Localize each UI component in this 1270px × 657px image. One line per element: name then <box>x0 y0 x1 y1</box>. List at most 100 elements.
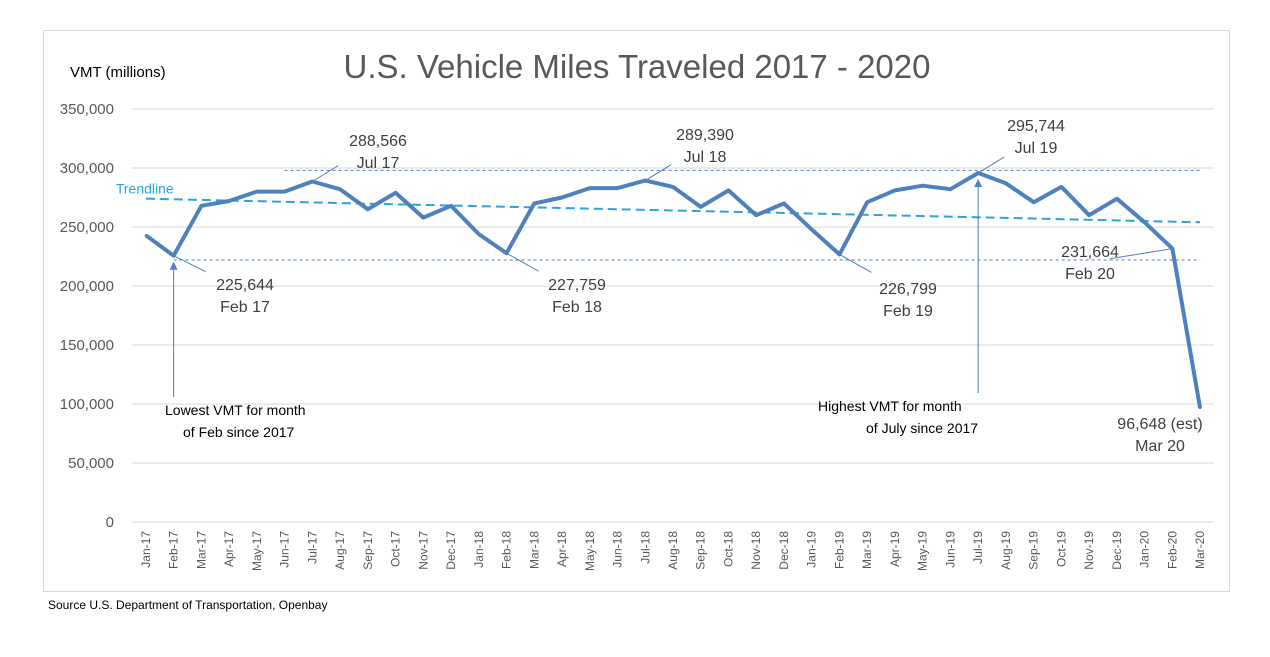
data-point <box>810 228 813 231</box>
gridlines <box>132 108 1214 523</box>
annotation-leader <box>644 164 672 181</box>
y-tick-label: 100,000 <box>60 396 114 413</box>
x-tick-label: Mar-19 <box>860 531 874 569</box>
data-point <box>921 184 924 187</box>
annotation-date: Feb 18 <box>552 299 602 316</box>
annotation-value: 288,566 <box>349 133 407 150</box>
data-point <box>560 196 564 199</box>
x-tick-label: Oct-17 <box>389 531 403 567</box>
x-tick-label: May-19 <box>916 531 930 571</box>
x-tick-label: Aug-18 <box>666 531 680 570</box>
annotation-value: 225,644 <box>216 277 274 294</box>
annotation-value: 227,759 <box>548 277 606 294</box>
x-tick-label: Jul-18 <box>638 531 652 564</box>
x-tick-label: Sep-17 <box>361 531 375 570</box>
annotation-leader <box>506 252 539 272</box>
data-point <box>283 190 286 193</box>
x-tick-label: Mar-17 <box>194 531 208 569</box>
data-point <box>949 188 952 191</box>
data-point <box>1087 214 1091 217</box>
x-tick-label: Jun-17 <box>278 531 292 568</box>
x-tick-label: May-17 <box>250 531 264 571</box>
x-tick-label: Jan-20 <box>1138 531 1152 568</box>
data-point <box>477 232 480 236</box>
annotation-date: Mar 20 <box>1135 438 1185 455</box>
y-tick-label: 250,000 <box>60 219 114 236</box>
x-tick-label: Dec-18 <box>777 531 791 570</box>
annotation-date: Feb 19 <box>883 303 933 320</box>
x-tick-label: Sep-19 <box>1027 531 1041 570</box>
y-axis-ticks: 0 50,000 100,000 150,000 200,000 250,000 300,0… <box>60 101 114 531</box>
x-tick-label: Dec-17 <box>444 531 458 570</box>
x-tick-label: Jan-19 <box>805 531 819 568</box>
data-point <box>1032 201 1035 204</box>
x-tick-label: Sep-18 <box>694 531 708 570</box>
note-text: of July since 2017 <box>866 420 978 436</box>
data-point <box>1143 221 1146 224</box>
annotation-value: 231,664 <box>1061 244 1119 261</box>
data-point <box>338 188 342 191</box>
annotation-value: 289,390 <box>676 127 734 144</box>
annotation-date: Jul 18 <box>684 149 727 166</box>
data-point <box>1115 197 1119 200</box>
x-tick-label: Jan-18 <box>472 531 486 568</box>
y-tick-label: 50,000 <box>68 455 114 472</box>
data-point <box>893 189 897 192</box>
annotation-leader <box>839 253 872 273</box>
data-point <box>144 234 148 237</box>
data-point <box>449 204 453 207</box>
x-tick-label: Apr-19 <box>888 531 902 567</box>
annotation-date: Jul 17 <box>357 155 400 172</box>
y-tick-label: 200,000 <box>60 278 114 295</box>
data-point <box>782 202 786 205</box>
x-tick-label: Apr-18 <box>555 531 569 567</box>
note-text: Lowest VMT for month <box>165 402 306 418</box>
data-point <box>1198 406 1202 410</box>
data-point <box>755 214 758 217</box>
y-tick-label: 350,000 <box>60 101 114 118</box>
x-axis-ticks: Jan-17 Feb-17 Mar-17 Apr-17 May-17 Jun-17 Jul-… <box>139 531 1207 571</box>
data-point <box>255 190 259 193</box>
series-polyline <box>144 171 1203 409</box>
note-text: Highest VMT for month <box>818 398 962 414</box>
trendline-label: Trendline <box>116 181 174 197</box>
trendline-line <box>145 197 1201 224</box>
x-tick-label: Jan-17 <box>139 531 153 568</box>
note-arrowhead <box>974 179 983 188</box>
x-tick-label: Feb-19 <box>832 531 846 569</box>
data-point <box>200 204 203 207</box>
data-point <box>1060 185 1063 189</box>
trendline: Trendline <box>116 181 1201 224</box>
note-text: of Feb since 2017 <box>183 424 295 440</box>
chart-title: U.S. Vehicle Miles Traveled 2017 - 2020 <box>344 48 931 85</box>
annotations: 225,644 Feb 17 288,566 Jul 17 227,759 Feb 18 2… <box>165 118 1203 455</box>
x-tick-label: Jul-19 <box>971 531 985 564</box>
data-point <box>671 185 675 189</box>
x-tick-label: Jul-17 <box>305 531 319 564</box>
x-tick-label: Jun-19 <box>943 531 957 568</box>
x-tick-label: Feb-17 <box>167 531 181 569</box>
data-point <box>366 208 370 211</box>
x-tick-label: Mar-18 <box>527 531 541 569</box>
data-point <box>394 191 397 194</box>
annotation-value: 295,744 <box>1007 118 1065 135</box>
x-tick-label: May-18 <box>583 531 597 571</box>
data-point <box>1004 182 1008 185</box>
series-line <box>144 171 1203 410</box>
x-tick-label: Oct-18 <box>721 531 735 567</box>
data-point <box>588 186 591 190</box>
data-point <box>699 205 702 209</box>
annotation-leader <box>312 165 339 182</box>
x-tick-label: Nov-18 <box>749 531 763 570</box>
x-tick-label: Aug-17 <box>333 531 347 570</box>
annotation-date: Feb 17 <box>220 299 270 316</box>
source-note: Source U.S. Department of Transportation… <box>48 598 327 612</box>
annotation-value: 226,799 <box>879 281 937 298</box>
annotation-date: Jul 19 <box>1015 140 1058 157</box>
x-tick-label: Nov-19 <box>1082 531 1096 570</box>
y-tick-label: 300,000 <box>60 160 114 177</box>
x-tick-label: Nov-17 <box>416 531 430 570</box>
x-tick-label: Apr-17 <box>222 531 236 567</box>
data-point <box>422 216 425 219</box>
x-tick-label: Jun-18 <box>611 531 625 568</box>
